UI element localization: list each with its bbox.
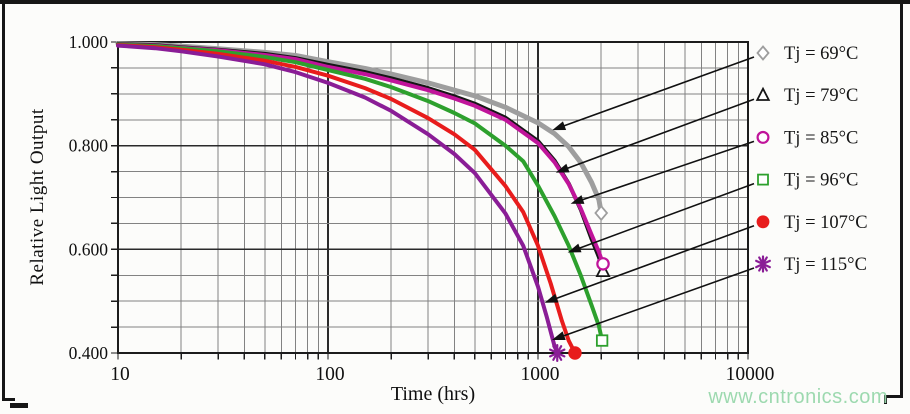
leader-arrowhead-5 <box>544 293 559 303</box>
leader-arrowhead-6 <box>551 331 566 341</box>
x-tick-label: 100 <box>315 364 344 385</box>
leader-line-6 <box>560 267 755 338</box>
legend-label: Tj = 107°C <box>784 213 868 233</box>
open-circle-marker <box>596 257 610 271</box>
y-tick-label: 0.400 <box>69 343 109 363</box>
frame-bottom-left-dash <box>10 403 28 408</box>
leader-line-1 <box>560 56 755 128</box>
leader-arrowhead-3 <box>570 195 585 204</box>
y-axis-title: Relative Light Output <box>27 108 48 286</box>
legend-label: Tj = 115°C <box>784 255 867 275</box>
open-diamond-marker <box>594 204 609 222</box>
legend-label: Tj = 79°C <box>784 86 858 106</box>
series-line-6 <box>116 43 560 355</box>
filled-circle-marker <box>568 346 582 360</box>
open-square-marker <box>757 173 769 186</box>
frame-top-border <box>0 0 910 4</box>
legend-item-6: Tj = 115°C <box>755 255 867 275</box>
asterisk-marker <box>549 344 566 362</box>
leader-line-2 <box>563 98 755 171</box>
x-tick-label: 1000 <box>521 364 560 385</box>
y-tick-label: 1.000 <box>69 32 109 52</box>
filled-circle-marker <box>756 215 770 229</box>
leader-arrowhead-4 <box>567 243 582 253</box>
frame-corner-bottom-right-h <box>884 395 903 398</box>
legend: Tj = 69°C Tj = 79°C Tj = 85°C Tj = 96°C Tj =… <box>755 44 868 275</box>
y-tick-label: 0.800 <box>69 136 109 156</box>
legend-leader-lines <box>544 56 755 341</box>
leader-arrowhead-1 <box>552 121 567 131</box>
leader-line-3 <box>578 140 755 202</box>
legend-label: Tj = 69°C <box>784 44 858 64</box>
series-line-4 <box>116 42 605 343</box>
asterisk-marker <box>755 255 771 273</box>
legend-item-1: Tj = 69°C <box>756 44 858 64</box>
y-tick-label: 0.600 <box>69 239 109 259</box>
legend-label: Tj = 85°C <box>784 128 858 148</box>
frame-left-border <box>2 0 5 401</box>
series-end-markers <box>549 204 611 362</box>
frame-corner-bottom-right-v <box>884 395 887 404</box>
series-line-5 <box>116 43 577 355</box>
grid <box>116 40 750 355</box>
x-tick-label: 10000 <box>726 364 775 385</box>
frame-corner-bottom-left-h <box>2 398 15 401</box>
watermark-text: www.cntronics.com <box>708 386 888 408</box>
legend-item-4: Tj = 96°C <box>757 171 858 191</box>
axis-ticks <box>111 41 749 360</box>
open-circle-marker <box>756 130 770 144</box>
legend-item-5: Tj = 107°C <box>756 213 868 233</box>
leader-arrowhead-2 <box>555 163 570 173</box>
open-triangle-marker <box>755 86 771 101</box>
legend-item-3: Tj = 85°C <box>756 128 858 148</box>
open-diamond-marker <box>756 45 770 61</box>
legend-label: Tj = 96°C <box>784 171 858 191</box>
leader-line-4 <box>575 182 755 251</box>
series-curves <box>115 41 605 355</box>
frame-right-border <box>900 3 903 398</box>
open-square-marker <box>595 334 609 347</box>
legend-item-2: Tj = 79°C <box>755 86 858 106</box>
x-axis-title: Time (hrs) <box>390 383 476 405</box>
leader-line-5 <box>552 225 755 301</box>
x-tick-label: 10 <box>110 364 130 385</box>
